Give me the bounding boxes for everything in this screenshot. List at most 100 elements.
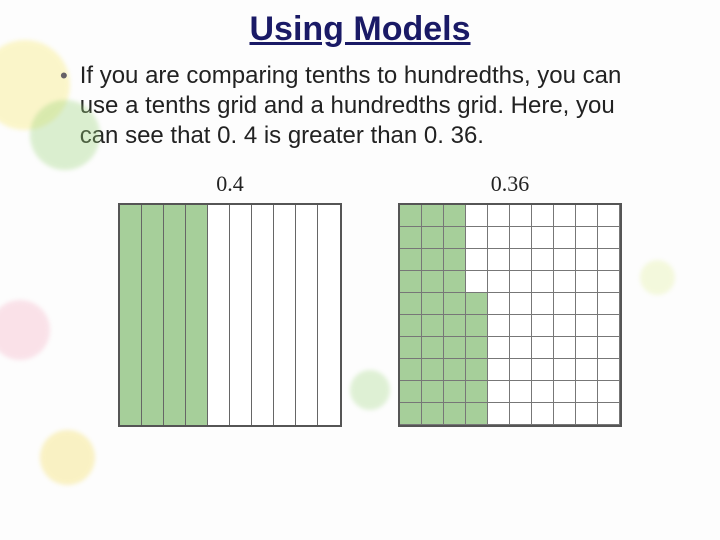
hundredths-cell — [422, 293, 444, 315]
hundredths-cell — [576, 381, 598, 403]
hundredths-cell — [510, 205, 532, 227]
hundredths-cell — [422, 249, 444, 271]
hundredths-cell — [598, 293, 620, 315]
hundredths-cell — [488, 359, 510, 381]
hundredths-cell — [488, 205, 510, 227]
hundredths-cell — [554, 249, 576, 271]
hundredths-cell — [532, 359, 554, 381]
hundredths-cell — [554, 227, 576, 249]
deco-circle — [350, 370, 390, 410]
hundredths-cell — [554, 315, 576, 337]
tenths-cell — [296, 205, 318, 425]
hundredths-cell — [422, 337, 444, 359]
hundredths-cell — [444, 227, 466, 249]
hundredths-cell — [444, 205, 466, 227]
hundredths-cell — [554, 205, 576, 227]
hundredths-cell — [554, 403, 576, 425]
hundredths-cell — [598, 337, 620, 359]
hundredths-cell — [510, 403, 532, 425]
hundredths-cell — [444, 315, 466, 337]
hundredths-cell — [422, 271, 444, 293]
hundredths-cell — [576, 205, 598, 227]
hundredths-cell — [444, 381, 466, 403]
hundredths-cell — [532, 403, 554, 425]
hundredths-cell — [554, 337, 576, 359]
tenths-cell — [164, 205, 186, 425]
hundredths-cell — [422, 205, 444, 227]
hundredths-cell — [400, 249, 422, 271]
hundredths-cell — [510, 337, 532, 359]
hundredths-cell — [598, 359, 620, 381]
hundredths-cell — [488, 315, 510, 337]
hundredths-cell — [444, 271, 466, 293]
hundredths-cell — [444, 249, 466, 271]
hundredths-cell — [400, 293, 422, 315]
hundredths-cell — [444, 359, 466, 381]
hundredths-cell — [422, 315, 444, 337]
tenths-cell — [252, 205, 274, 425]
hundredths-cell — [466, 359, 488, 381]
hundredths-cell — [444, 403, 466, 425]
hundredths-cell — [554, 381, 576, 403]
bullet-text: If you are comparing tenths to hundredth… — [80, 61, 660, 151]
hundredths-cell — [598, 249, 620, 271]
hundredths-cell — [466, 227, 488, 249]
hundredths-cell — [576, 249, 598, 271]
hundredths-cell — [576, 271, 598, 293]
hundredths-cell — [400, 337, 422, 359]
hundredths-grid — [398, 203, 622, 427]
hundredths-cell — [532, 381, 554, 403]
hundredths-cell — [400, 315, 422, 337]
tenths-grid — [118, 203, 342, 427]
hundredths-cell — [488, 227, 510, 249]
hundredths-cell — [510, 227, 532, 249]
deco-circle — [30, 100, 100, 170]
hundredths-cell — [488, 249, 510, 271]
hundredths-cell — [554, 359, 576, 381]
hundredths-cell — [488, 337, 510, 359]
hundredths-cell — [400, 381, 422, 403]
hundredths-cell — [400, 205, 422, 227]
tenths-block: 0.4 — [118, 171, 342, 427]
hundredths-cell — [400, 359, 422, 381]
tenths-cell — [186, 205, 208, 425]
hundredths-cell — [422, 381, 444, 403]
hundredths-cell — [532, 227, 554, 249]
hundredths-cell — [488, 293, 510, 315]
hundredths-cell — [576, 227, 598, 249]
hundredths-cell — [488, 381, 510, 403]
hundredths-cell — [510, 315, 532, 337]
hundredths-cell — [576, 337, 598, 359]
hundredths-cell — [510, 249, 532, 271]
hundredths-cell — [510, 381, 532, 403]
hundredths-cell — [444, 337, 466, 359]
hundredths-cell — [466, 205, 488, 227]
hundredths-cell — [422, 359, 444, 381]
hundredths-cell — [532, 271, 554, 293]
hundredths-cell — [554, 293, 576, 315]
hundredths-cell — [576, 403, 598, 425]
tenths-cell — [274, 205, 296, 425]
bullet-item: • If you are comparing tenths to hundred… — [0, 49, 720, 151]
tenths-cell — [142, 205, 164, 425]
tenths-cell — [230, 205, 252, 425]
tenths-cell — [318, 205, 340, 425]
hundredths-cell — [532, 337, 554, 359]
hundredths-cell — [466, 293, 488, 315]
hundredths-cell — [598, 271, 620, 293]
hundredths-cell — [598, 315, 620, 337]
hundredths-cell — [466, 249, 488, 271]
hundredths-cell — [422, 227, 444, 249]
tenths-label: 0.4 — [118, 171, 342, 197]
hundredths-cell — [532, 315, 554, 337]
hundredths-cell — [444, 293, 466, 315]
hundredths-cell — [598, 403, 620, 425]
hundredths-cell — [488, 271, 510, 293]
hundredths-cell — [466, 315, 488, 337]
hundredths-cell — [554, 271, 576, 293]
hundredths-cell — [576, 315, 598, 337]
hundredths-cell — [510, 271, 532, 293]
hundredths-cell — [488, 403, 510, 425]
hundredths-label: 0.36 — [398, 171, 622, 197]
hundredths-cell — [466, 403, 488, 425]
